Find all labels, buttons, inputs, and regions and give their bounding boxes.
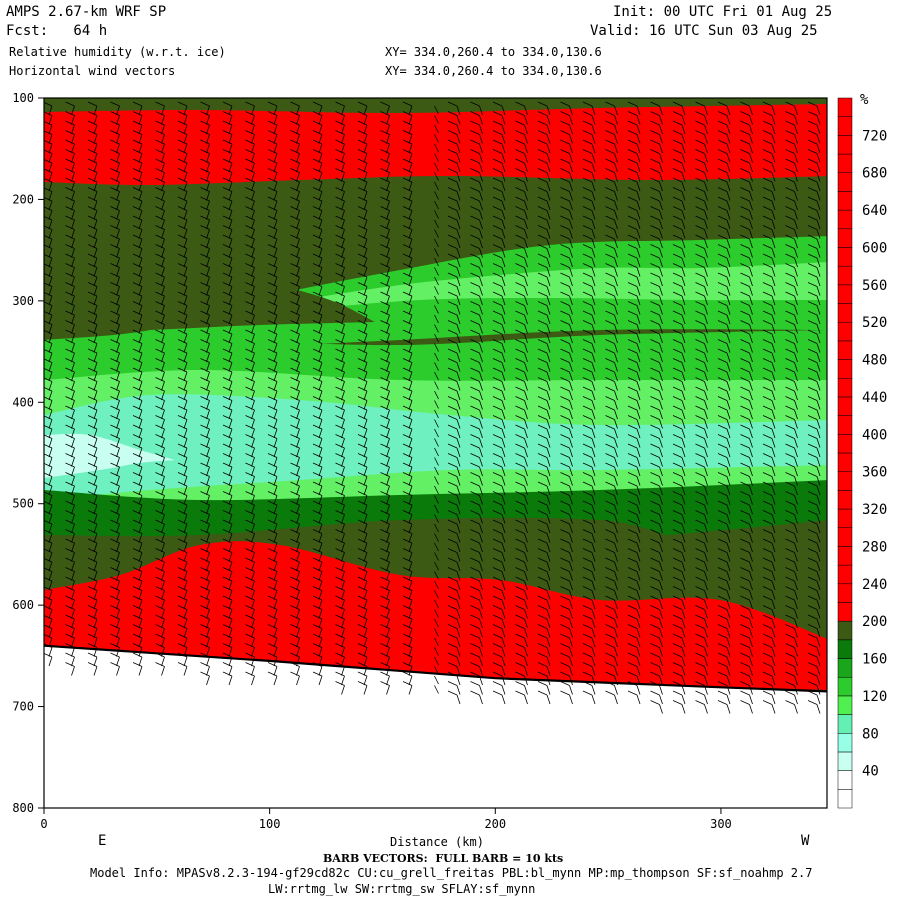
y-tick-label: 700 xyxy=(12,700,34,714)
rh-band-aqua xyxy=(44,394,827,500)
colorbar-tick-label: 400 xyxy=(862,427,887,443)
rh-band-upper-red xyxy=(44,104,827,186)
colorbar-tick-label: 560 xyxy=(862,278,887,294)
x-tick-label: 200 xyxy=(484,817,506,831)
colorbar-cell xyxy=(837,546,853,566)
y-tick-label: 500 xyxy=(12,497,34,511)
colorbar: 40 80 120 160 200 240 280 320 360 400 440 480 520 560… xyxy=(837,97,887,809)
rh-pale-aqua xyxy=(44,433,175,478)
colorbar-cell xyxy=(837,658,853,678)
colorbar-cell xyxy=(837,620,853,641)
colorbar-tick-label: 680 xyxy=(862,166,887,182)
colorbar-cell xyxy=(837,639,853,659)
rh-band-lower-red xyxy=(44,541,827,690)
colorbar-cell xyxy=(837,434,853,454)
colorbar-tick-label: 120 xyxy=(862,689,887,705)
barb-vector-note: BARB VECTORS: FULL BARB = 10 kts xyxy=(323,852,564,865)
colorbar-cell xyxy=(837,583,853,603)
y-tick-label: 200 xyxy=(12,192,34,206)
terrain-line xyxy=(44,644,827,693)
colorbar-cell xyxy=(837,751,853,771)
rh-olive-left xyxy=(44,247,375,332)
colorbar-cell xyxy=(837,265,853,286)
axes: 100 200 300 400 500 600 700 800 0 100 200 300 xyxy=(12,91,731,831)
colorbar-cell xyxy=(837,303,853,323)
x-end-label-west: W xyxy=(801,833,810,849)
colorbar-cell xyxy=(837,321,853,342)
y-tick-label: 800 xyxy=(12,801,34,815)
colorbar-tick-label: 160 xyxy=(862,652,887,668)
colorbar-cell xyxy=(837,490,853,510)
colorbar-cell xyxy=(837,527,853,547)
model-info-physics: LW:rrtmg_lw SW:rrtmg_sw SFLAY:sf_mynn xyxy=(268,882,536,896)
colorbar-cell xyxy=(837,116,853,136)
y-tick-label: 300 xyxy=(12,294,34,308)
model-info: Model Info: MPASv8.2.3-194-gf29cd82c CU:… xyxy=(90,866,813,880)
colorbar-cell xyxy=(837,153,853,173)
colorbar-cell xyxy=(837,415,853,435)
field-title-wind: Horizontal wind vectors xyxy=(9,64,176,78)
init-time: Init: 00 UTC Fri 01 Aug 25 xyxy=(613,4,833,20)
y-tick-label: 100 xyxy=(12,91,34,105)
colorbar-tick-label: 280 xyxy=(862,539,887,555)
colorbar-cell xyxy=(837,378,853,398)
xy-range-2: XY= 334.0,260.4 to 334.0,130.6 xyxy=(385,64,602,78)
y-tick-label: 400 xyxy=(12,395,34,409)
colorbar-cell xyxy=(837,396,853,416)
colorbar-cell xyxy=(837,471,853,491)
xy-range-1: XY= 334.0,260.4 to 334.0,130.6 xyxy=(385,45,602,59)
colorbar-cell xyxy=(837,340,853,360)
colorbar-tick-label: 640 xyxy=(862,203,887,219)
x-axis-label: Distance (km) xyxy=(390,835,484,849)
wind-barbs xyxy=(44,101,821,714)
plot-border xyxy=(43,97,828,809)
colorbar-unit: % xyxy=(860,92,869,108)
colorbar-tick-label: 360 xyxy=(862,465,887,481)
model-title: AMPS 2.67-km WRF SP xyxy=(6,4,167,20)
colorbar-tick-label: 600 xyxy=(862,240,887,256)
colorbar-cell xyxy=(837,191,853,211)
colorbar-cell xyxy=(837,602,853,622)
colorbar-cell xyxy=(837,284,853,304)
colorbar-cell xyxy=(837,359,853,379)
colorbar-tick-label: 80 xyxy=(862,726,879,742)
colorbar-tick-label: 720 xyxy=(862,128,887,144)
colorbar-cell xyxy=(837,789,853,809)
colorbar-cell xyxy=(837,452,853,472)
colorbar-cell xyxy=(837,733,853,753)
y-tick-label: 600 xyxy=(12,598,34,612)
wind-barbs-layer xyxy=(44,101,821,714)
colorbar-tick-label: 240 xyxy=(862,577,887,593)
colorbar-cell xyxy=(837,97,853,117)
colorbar-tick-label: 520 xyxy=(862,315,887,331)
colorbar-cell xyxy=(837,209,853,230)
colorbar-tick-label: 200 xyxy=(862,614,887,630)
colorbar-cell xyxy=(837,770,853,790)
valid-time: Valid: 16 UTC Sun 03 Aug 25 xyxy=(590,23,818,39)
colorbar-cell xyxy=(837,247,853,267)
x-end-label-east: E xyxy=(98,833,107,849)
colorbar-cell xyxy=(837,172,853,192)
colorbar-tick-label: 440 xyxy=(862,390,887,406)
field-title-rh: Relative humidity (w.r.t. ice) xyxy=(9,45,226,59)
forecast-hour: Fcst: 64 h xyxy=(6,23,108,39)
colorbar-cell xyxy=(837,135,853,155)
colorbar-cell xyxy=(837,508,853,528)
colorbar-cell xyxy=(837,228,853,248)
terrain-mask xyxy=(44,645,827,808)
rh-band-light-green-upper xyxy=(300,262,827,310)
colorbar-cell xyxy=(837,714,853,734)
colorbar-tick-label: 320 xyxy=(862,502,887,518)
colorbar-tick-label: 480 xyxy=(862,353,887,369)
x-tick-label: 100 xyxy=(259,817,281,831)
colorbar-cell xyxy=(837,676,853,697)
colorbar-tick-label: 40 xyxy=(862,764,879,780)
colorbar-cell xyxy=(837,695,853,715)
colorbar-cell xyxy=(837,564,853,585)
rh-fill-layer xyxy=(44,98,827,808)
x-tick-label: 0 xyxy=(40,817,47,831)
x-tick-label: 300 xyxy=(710,817,732,831)
plot-frame xyxy=(43,97,828,809)
